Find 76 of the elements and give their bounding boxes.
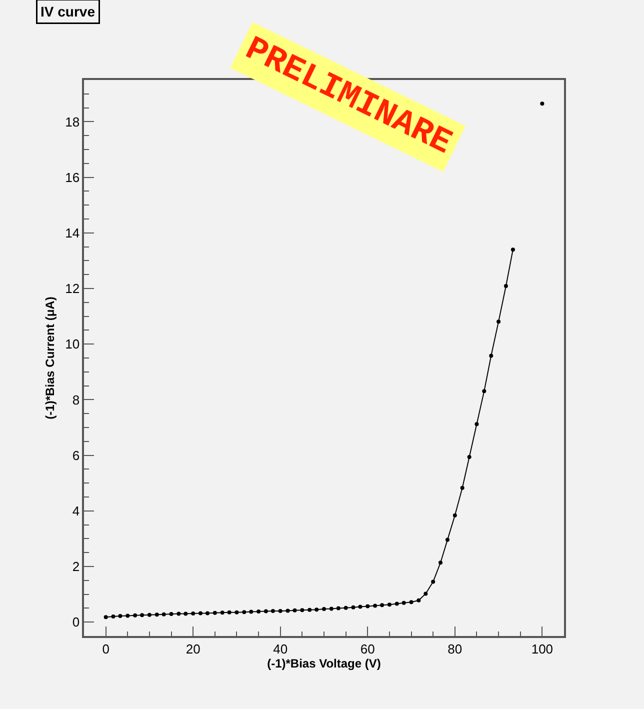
x-tick-label: 80 bbox=[448, 641, 462, 656]
point bbox=[154, 612, 159, 617]
point bbox=[496, 320, 501, 324]
point bbox=[234, 610, 239, 614]
point bbox=[467, 454, 472, 459]
x-tick-label: 20 bbox=[186, 641, 200, 656]
point bbox=[504, 284, 508, 288]
point bbox=[416, 598, 421, 602]
point bbox=[169, 612, 174, 616]
point bbox=[510, 248, 515, 252]
point bbox=[329, 606, 334, 611]
y-tick-label: 14 bbox=[65, 225, 80, 240]
point bbox=[198, 611, 203, 616]
point bbox=[292, 608, 297, 612]
point bbox=[373, 604, 378, 608]
point bbox=[314, 608, 319, 612]
point bbox=[264, 609, 268, 614]
point bbox=[438, 560, 443, 565]
point bbox=[162, 612, 166, 616]
point bbox=[220, 610, 224, 615]
x-tick-label: 0 bbox=[102, 641, 110, 656]
point bbox=[445, 538, 450, 542]
y-tick-label: 16 bbox=[65, 170, 80, 185]
point bbox=[402, 600, 406, 605]
x-tick-label: 100 bbox=[531, 641, 554, 656]
point bbox=[489, 354, 494, 358]
point bbox=[300, 608, 304, 612]
x-axis-title: (-1)*Bias Voltage (V) bbox=[267, 656, 381, 671]
point bbox=[278, 608, 282, 613]
point bbox=[358, 604, 362, 609]
y-tick-label: 0 bbox=[72, 614, 80, 630]
point bbox=[176, 612, 181, 616]
point bbox=[249, 610, 254, 614]
y-tick-label: 6 bbox=[72, 448, 80, 463]
point bbox=[424, 592, 428, 596]
y-tick-label: 2 bbox=[72, 559, 80, 574]
point bbox=[256, 610, 261, 614]
y-tick-label: 12 bbox=[65, 281, 80, 296]
point bbox=[308, 608, 312, 612]
point bbox=[242, 610, 246, 614]
point bbox=[212, 610, 217, 615]
y-tick-label: 10 bbox=[65, 336, 80, 352]
point bbox=[482, 389, 486, 394]
y-axis-title: (-1)*Bias Current (μA) bbox=[42, 296, 57, 420]
point bbox=[452, 513, 457, 518]
point bbox=[351, 605, 356, 610]
point bbox=[205, 611, 210, 616]
y-tick-label: 8 bbox=[72, 392, 80, 408]
point bbox=[133, 613, 138, 618]
point bbox=[126, 614, 130, 618]
point bbox=[227, 610, 232, 614]
point bbox=[322, 607, 326, 612]
point bbox=[344, 606, 348, 610]
chart-title: IV curve bbox=[40, 4, 96, 20]
point bbox=[184, 612, 188, 616]
point bbox=[394, 602, 399, 606]
y-tick-label: 18 bbox=[65, 114, 80, 130]
y-tick-label: 4 bbox=[72, 503, 80, 518]
point bbox=[460, 486, 464, 490]
point bbox=[270, 608, 275, 613]
point bbox=[111, 614, 116, 619]
x-tick-label: 60 bbox=[360, 641, 375, 656]
point bbox=[140, 613, 144, 618]
point bbox=[118, 614, 122, 618]
point bbox=[286, 608, 290, 613]
point bbox=[380, 603, 384, 608]
point bbox=[366, 604, 370, 608]
point bbox=[104, 615, 108, 620]
point bbox=[336, 606, 340, 610]
point bbox=[431, 580, 436, 584]
point bbox=[147, 612, 152, 617]
point bbox=[409, 600, 414, 604]
point bbox=[474, 422, 479, 426]
x-tick-label: 40 bbox=[273, 641, 288, 656]
point bbox=[191, 611, 196, 616]
point bbox=[387, 602, 392, 607]
